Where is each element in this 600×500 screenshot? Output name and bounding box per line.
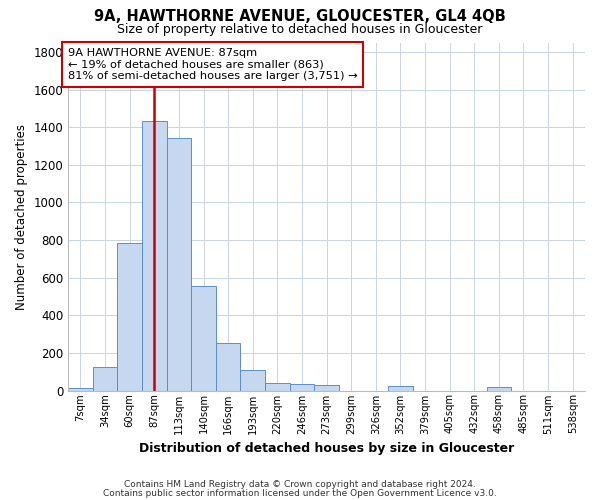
Bar: [68, 388, 93, 390]
Bar: [118, 243, 142, 390]
Bar: [167, 138, 191, 390]
Text: Size of property relative to detached houses in Gloucester: Size of property relative to detached ho…: [118, 22, 482, 36]
Bar: [314, 385, 339, 390]
Text: 9A, HAWTHORNE AVENUE, GLOUCESTER, GL4 4QB: 9A, HAWTHORNE AVENUE, GLOUCESTER, GL4 4Q…: [94, 9, 506, 24]
Bar: [265, 384, 290, 390]
X-axis label: Distribution of detached houses by size in Gloucester: Distribution of detached houses by size …: [139, 442, 514, 455]
Bar: [388, 386, 413, 390]
Bar: [216, 344, 241, 390]
Bar: [93, 367, 118, 390]
Text: Contains HM Land Registry data © Crown copyright and database right 2024.: Contains HM Land Registry data © Crown c…: [124, 480, 476, 489]
Bar: [290, 384, 314, 390]
Bar: [142, 120, 167, 390]
Text: 9A HAWTHORNE AVENUE: 87sqm
← 19% of detached houses are smaller (863)
81% of sem: 9A HAWTHORNE AVENUE: 87sqm ← 19% of deta…: [68, 48, 358, 81]
Bar: [487, 387, 511, 390]
Text: Contains public sector information licensed under the Open Government Licence v3: Contains public sector information licen…: [103, 488, 497, 498]
Bar: [241, 370, 265, 390]
Y-axis label: Number of detached properties: Number of detached properties: [15, 124, 28, 310]
Bar: [191, 286, 216, 391]
